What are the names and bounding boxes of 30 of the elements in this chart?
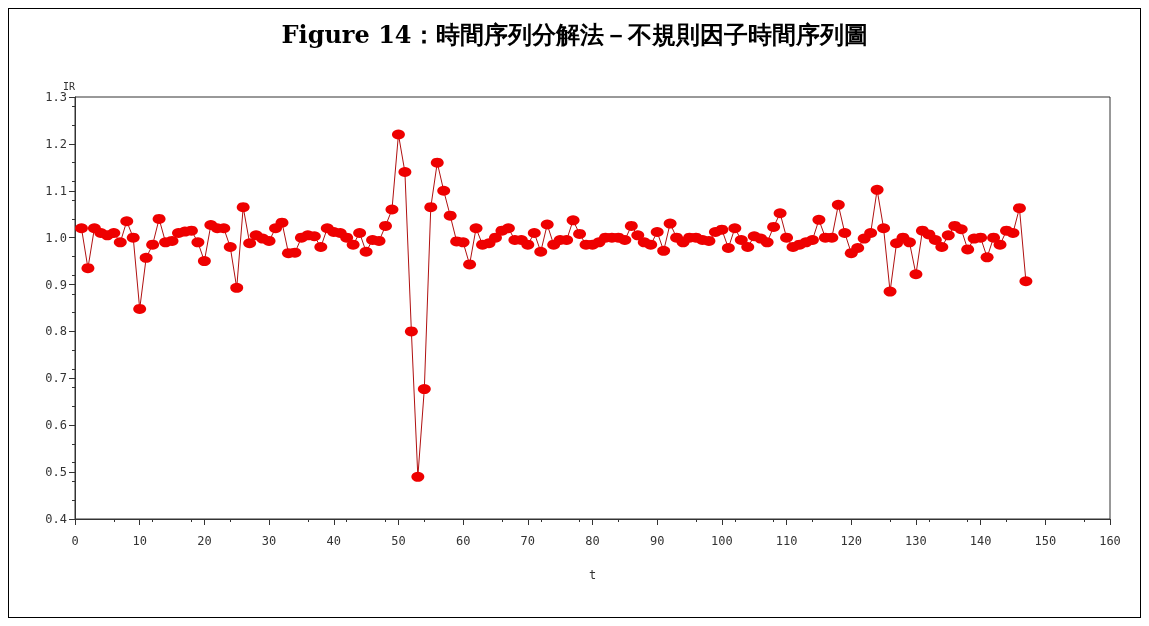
y-tick-label: 1.0 [45, 230, 67, 245]
y-tick-label: 1.1 [45, 183, 67, 198]
chart-title: Figure 14：時間序列分解法－不規則因子時間序列圖 [281, 19, 868, 49]
x-tick-label: 110 [775, 534, 798, 548]
y-tick-label: 0.4 [45, 512, 67, 526]
y-tick-label: 0.5 [45, 465, 67, 480]
x-tick-label: 70 [520, 534, 536, 548]
y-tick-label: 0.6 [45, 418, 67, 433]
x-tick-label: 80 [585, 534, 600, 548]
x-tick-label: 40 [326, 534, 341, 548]
x-tick-label: 100 [711, 534, 733, 548]
x-tick-label: 150 [1034, 534, 1057, 548]
x-tick-label: 160 [1099, 534, 1121, 548]
x-tick-label: 60 [455, 534, 471, 548]
x-tick-label: 20 [197, 534, 212, 548]
x-tick-label: 30 [261, 534, 277, 548]
x-tick-label: 90 [649, 534, 665, 548]
y-tick-label: 1.3 [45, 90, 67, 104]
y-tick-label: 0.9 [45, 277, 67, 292]
y-tick-label: 0.8 [45, 324, 67, 339]
x-tick-label: 120 [840, 534, 863, 548]
y-tick-label: 1.2 [45, 136, 67, 151]
x-axis-title: t [588, 568, 597, 582]
x-tick-label: 0 [71, 534, 79, 548]
x-tick-label: 50 [391, 534, 406, 548]
y-axis-title: IR [62, 80, 76, 92]
y-tick-label: 0.7 [45, 371, 67, 386]
x-tick-label: 10 [132, 534, 147, 548]
x-tick-label: 140 [969, 534, 992, 548]
x-tick-label: 130 [905, 534, 927, 548]
